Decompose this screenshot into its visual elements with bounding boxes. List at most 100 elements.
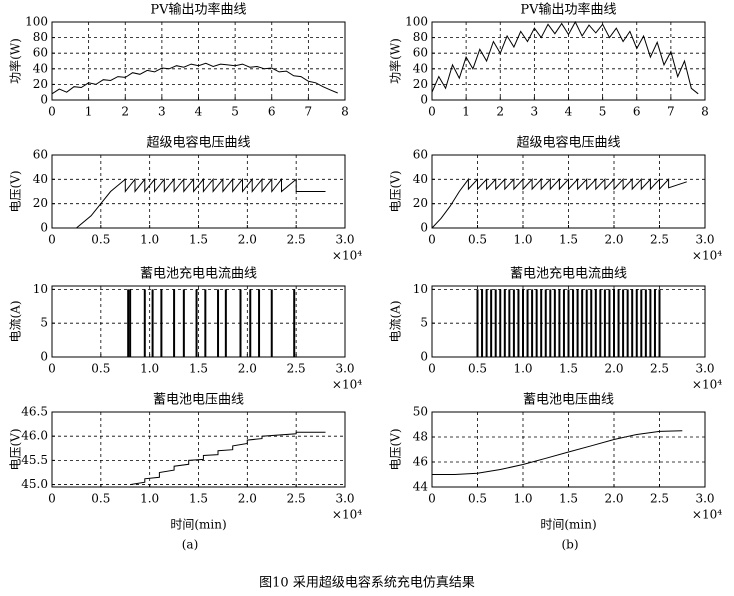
x-tick-label: 1.0 [513, 233, 532, 247]
x-multiplier: ×10⁴ [692, 508, 722, 522]
y-tick-label: 0 [40, 93, 48, 107]
y-tick-label: 40 [33, 172, 48, 186]
y-tick-label: 0 [420, 93, 428, 107]
chart-title: 蓄电池电压曲线 [523, 393, 614, 408]
x-tick-label: 3 [531, 105, 539, 119]
y-tick-label: 0 [40, 221, 48, 235]
x-tick-label: 1.5 [559, 233, 578, 247]
chart-title: 蓄电池充电电流曲线 [140, 266, 257, 282]
x-tick-label: 3.0 [335, 362, 354, 376]
x-tick-label: 8 [701, 105, 709, 119]
x-tick-label: 2.0 [604, 362, 623, 376]
x-tick-label: 5 [231, 105, 239, 119]
x-tick-label: 0 [428, 362, 436, 376]
current-pulse [617, 289, 620, 357]
current-pulse [526, 289, 529, 357]
caption: 图10 采用超级电容系统充电仿真结果 [259, 575, 475, 591]
current-pulse [481, 289, 484, 357]
y-tick-label: 0 [420, 221, 428, 235]
chart-title: 超级电容电压曲线 [516, 135, 620, 151]
current-pulse [270, 289, 273, 357]
current-pulse [558, 289, 561, 357]
current-pulse [499, 289, 502, 357]
current-pulse [590, 289, 593, 357]
x-tick-label: 0.5 [91, 233, 110, 247]
x-tick-label: 1.5 [189, 233, 208, 247]
y-axis-label: 电流(A) [9, 300, 23, 342]
x-tick-label: 2 [121, 105, 129, 119]
x-multiplier: ×10⁴ [692, 249, 722, 263]
chart-title: PV输出功率曲线 [520, 2, 616, 18]
y-tick-label: 0 [40, 350, 48, 364]
plot-frame [51, 154, 346, 229]
current-pulse [512, 289, 515, 357]
y-tick-label: 46.5 [21, 405, 48, 419]
y-tick-label: 60 [413, 148, 428, 162]
y-tick-label: 5 [420, 316, 428, 330]
current-pulse [517, 289, 520, 357]
y-tick-label: 60 [33, 46, 48, 60]
current-pulse [658, 289, 661, 357]
x-tick-label: 2.5 [287, 492, 306, 506]
x-axis-label: 时间(min) [170, 518, 226, 532]
current-pulse [572, 289, 575, 357]
y-tick-label: 40 [413, 61, 428, 75]
current-pulse [581, 289, 584, 357]
y-tick-label: 100 [25, 15, 48, 29]
x-axis-label: 时间(min) [540, 518, 596, 532]
x-tick-label: 0 [48, 362, 56, 376]
x-tick-label: 0.5 [91, 362, 110, 376]
current-pulse [535, 289, 538, 357]
current-pulse [626, 289, 629, 357]
chart-title: 超级电容电压曲线 [146, 135, 250, 151]
data-line [431, 20, 699, 95]
x-tick-label: 4 [565, 105, 573, 119]
chart-title: 蓄电池充电电流曲线 [510, 266, 627, 282]
x-tick-label: 0 [428, 233, 436, 247]
current-pulse [129, 289, 132, 357]
x-tick-label: 2.5 [650, 362, 669, 376]
current-pulse [293, 289, 296, 357]
current-pulse [239, 289, 242, 357]
x-tick-label: 3.0 [695, 362, 714, 376]
y-tick-label: 20 [33, 77, 48, 91]
plot-frame [431, 411, 706, 488]
x-tick-label: 4 [195, 105, 203, 119]
y-tick-label: 50 [413, 405, 428, 419]
y-axis-label: 电压(V) [9, 428, 23, 470]
y-tick-label: 0 [420, 350, 428, 364]
x-multiplier: ×10⁴ [332, 378, 362, 392]
current-pulse [217, 289, 220, 357]
x-tick-label: 3.0 [695, 492, 714, 506]
y-tick-label: 80 [413, 30, 428, 44]
x-tick-label: 0.5 [468, 362, 487, 376]
x-tick-label: 3.0 [335, 492, 354, 506]
y-tick-label: 10 [413, 282, 428, 296]
current-pulse [613, 289, 615, 357]
x-tick-label: 2.0 [604, 492, 623, 506]
x-tick-label: 2.0 [238, 492, 257, 506]
y-tick-label: 44 [413, 480, 429, 494]
x-tick-label: 5 [599, 105, 607, 119]
current-pulse [224, 289, 227, 357]
current-pulse [549, 289, 552, 357]
current-pulse [522, 289, 524, 357]
y-tick-label: 60 [33, 148, 48, 162]
y-axis-label: 电流(A) [389, 300, 403, 342]
y-tick-label: 40 [413, 172, 428, 186]
current-pulse [644, 289, 647, 357]
current-pulse [258, 289, 261, 357]
current-pulse [631, 289, 634, 357]
current-pulse [635, 289, 638, 357]
current-pulse [622, 289, 625, 357]
x-tick-label: 3.0 [335, 233, 354, 247]
current-pulse [476, 289, 479, 357]
current-pulse [195, 289, 198, 357]
y-tick-label: 20 [413, 196, 428, 210]
x-tick-label: 7 [305, 105, 313, 119]
y-tick-label: 60 [413, 46, 428, 60]
x-multiplier: ×10⁴ [332, 508, 362, 522]
x-tick-label: 0 [428, 105, 436, 119]
x-tick-label: 0.5 [91, 492, 110, 506]
